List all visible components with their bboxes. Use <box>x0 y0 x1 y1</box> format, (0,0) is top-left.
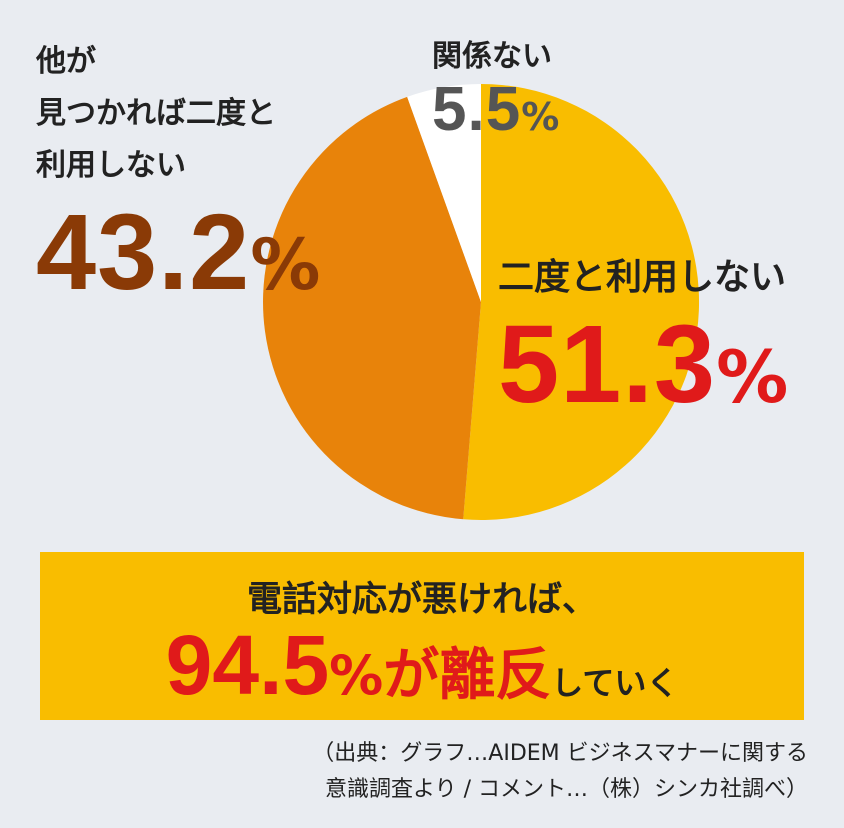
label-keep-searching: 他が 見つかれば二度と 利用しない 43.2% <box>36 36 320 306</box>
banner-statement: 94.5%が離反していく <box>40 622 804 732</box>
source-note: （出典：グラフ…AIDEM ビジネスマナーに関する 意識調査より / コメント…… <box>312 736 808 808</box>
banner-value: 94.5 <box>165 618 330 712</box>
label-keep-searching-value: 43.2 <box>36 191 251 312</box>
label-irrelevant-value: 5.5 <box>432 75 522 144</box>
source-line1: （出典：グラフ…AIDEM ビジネスマナーに関する <box>312 741 808 766</box>
banner-unit: % <box>329 644 384 707</box>
pie-slice-keep-searching <box>263 96 481 520</box>
label-never-again: 二度と利用しない 51.3% <box>498 250 788 420</box>
pie-slice-never-again <box>463 83 700 520</box>
pie-chart <box>263 83 700 520</box>
label-keep-searching-unit: % <box>250 224 321 306</box>
banner-emphasis: が離反 <box>383 643 552 708</box>
label-irrelevant: 関係ない 5.5% <box>432 34 560 141</box>
label-never-again-category: 二度と利用しない <box>498 257 787 298</box>
label-irrelevant-unit: % <box>521 95 560 139</box>
banner-tail: していく <box>551 664 679 702</box>
banner-headline: 電話対応が悪ければ、 <box>246 580 597 620</box>
label-keep-searching-line2: 見つかれば二度と <box>36 96 276 131</box>
label-keep-searching-line1: 他が <box>36 44 96 79</box>
label-irrelevant-category: 関係ない <box>432 39 552 74</box>
label-never-again-value: 51.3 <box>498 303 717 426</box>
label-keep-searching-line3: 利用しない <box>36 148 186 183</box>
source-line2: 意識調査より / コメント…（株）シンカ社調べ） <box>325 777 808 802</box>
summary-banner: 電話対応が悪ければ、 94.5%が離反していく <box>40 552 804 720</box>
pie-slice-irrelevant <box>407 84 481 302</box>
label-never-again-unit: % <box>716 335 789 419</box>
